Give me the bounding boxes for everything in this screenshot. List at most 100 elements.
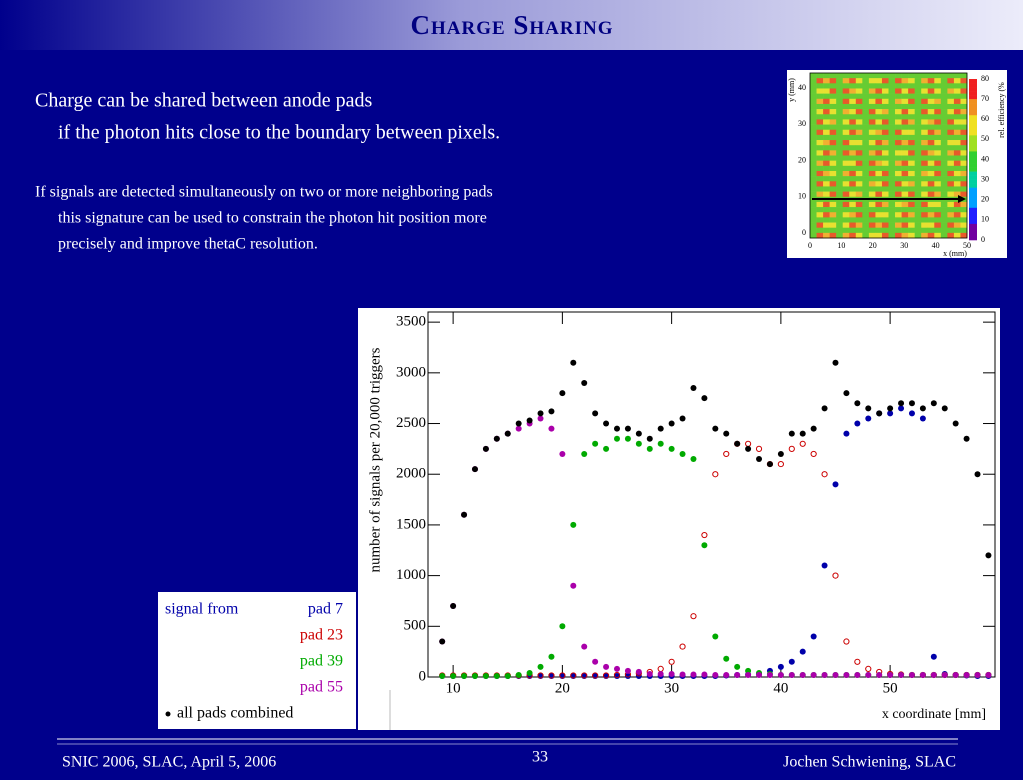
inset-cell bbox=[934, 98, 942, 105]
inset-cell bbox=[868, 103, 876, 110]
inset-cell bbox=[927, 176, 935, 182]
inset-cell bbox=[855, 222, 863, 228]
inset-cell bbox=[862, 103, 870, 110]
inset-cell bbox=[921, 114, 929, 120]
inset-cell bbox=[810, 140, 817, 146]
inset-cell bbox=[953, 129, 961, 136]
inset-cell bbox=[888, 114, 896, 120]
inset-cell bbox=[921, 73, 929, 79]
inset-cell bbox=[908, 103, 915, 110]
data-point bbox=[515, 425, 522, 432]
inset-cell bbox=[855, 165, 863, 172]
inset-cell bbox=[875, 150, 883, 156]
data-point bbox=[799, 430, 806, 437]
inset-cell bbox=[901, 150, 909, 156]
data-point bbox=[537, 672, 544, 679]
inset-cell bbox=[810, 109, 817, 115]
inset-cell bbox=[960, 124, 968, 131]
data-point bbox=[646, 445, 653, 452]
inset-cell bbox=[862, 78, 870, 84]
data-point bbox=[930, 400, 937, 407]
inset-cell bbox=[823, 124, 830, 131]
data-point bbox=[941, 671, 948, 678]
colorbar-cell bbox=[969, 155, 977, 160]
inset-cell bbox=[888, 181, 896, 187]
inset-cell bbox=[914, 93, 922, 100]
inset-cell bbox=[901, 103, 909, 110]
inset-cell bbox=[888, 129, 896, 136]
inset-cell bbox=[816, 83, 824, 89]
inset-cell bbox=[901, 155, 909, 161]
data-point bbox=[701, 531, 708, 539]
inset-cell bbox=[927, 191, 935, 198]
inset-x-tick-label: 0 bbox=[808, 241, 812, 250]
inset-cell bbox=[908, 134, 915, 141]
inset-cell bbox=[829, 201, 837, 208]
inset-cell bbox=[927, 155, 935, 161]
inset-cell bbox=[849, 78, 857, 84]
inset-cell bbox=[836, 181, 844, 187]
inset-cell bbox=[862, 191, 870, 198]
inset-cell bbox=[953, 134, 961, 141]
inset-cell bbox=[849, 212, 857, 218]
colorbar-tick-label: 60 bbox=[981, 114, 989, 123]
colorbar-cell bbox=[969, 223, 977, 229]
data-point bbox=[832, 481, 839, 488]
inset-cell bbox=[908, 207, 915, 213]
inset-cell bbox=[849, 140, 857, 146]
inset-cell bbox=[934, 176, 942, 182]
inset-cell bbox=[823, 170, 830, 177]
inset-cell bbox=[921, 134, 929, 141]
inset-cell bbox=[868, 176, 876, 182]
inset-cell bbox=[862, 140, 870, 146]
data-point bbox=[570, 521, 577, 528]
data-point bbox=[602, 672, 610, 679]
inset-cell bbox=[934, 165, 942, 172]
data-point bbox=[723, 655, 730, 662]
inset-cell bbox=[836, 88, 844, 94]
data-point bbox=[614, 435, 620, 442]
inset-heatmap bbox=[810, 73, 968, 239]
inset-cell bbox=[895, 191, 902, 198]
data-point bbox=[821, 562, 828, 569]
inset-cell bbox=[960, 93, 968, 100]
inset-cell bbox=[855, 232, 863, 239]
inset-cell bbox=[895, 222, 902, 228]
inset-cell bbox=[895, 129, 902, 136]
inset-cell bbox=[881, 93, 889, 100]
inset-cell bbox=[960, 119, 968, 125]
inset-cell bbox=[855, 140, 863, 146]
inset-cell bbox=[881, 114, 889, 120]
data-point bbox=[482, 672, 489, 679]
inset-cell bbox=[921, 165, 929, 172]
inset-cell bbox=[947, 88, 955, 94]
inset-cell bbox=[895, 176, 902, 182]
inset-cell bbox=[908, 191, 915, 198]
inset-cell bbox=[947, 134, 955, 141]
inset-cell bbox=[940, 160, 948, 167]
inset-cell bbox=[947, 129, 955, 136]
colorbar-cell bbox=[969, 127, 977, 132]
inset-cell bbox=[823, 207, 830, 213]
colorbar-cell bbox=[969, 207, 977, 213]
data-point bbox=[908, 400, 915, 407]
data-point bbox=[603, 420, 610, 427]
inset-cell bbox=[862, 114, 870, 120]
inset-cell bbox=[868, 232, 876, 239]
inset-cell bbox=[875, 181, 883, 187]
inset-cell bbox=[823, 98, 830, 105]
inset-cell bbox=[862, 181, 870, 187]
data-point bbox=[679, 671, 686, 678]
inset-cell bbox=[855, 109, 863, 115]
inset-cell bbox=[881, 155, 889, 161]
inset-cell bbox=[914, 155, 922, 161]
inset-cell bbox=[881, 83, 889, 89]
data-point bbox=[548, 425, 555, 432]
inset-cell bbox=[875, 186, 883, 192]
colorbar-cell bbox=[969, 103, 977, 108]
inset-cell bbox=[875, 201, 883, 208]
inset-cell bbox=[901, 212, 909, 218]
inset-cell bbox=[810, 201, 817, 208]
inset-cell bbox=[881, 140, 889, 146]
inset-cell bbox=[829, 114, 837, 120]
